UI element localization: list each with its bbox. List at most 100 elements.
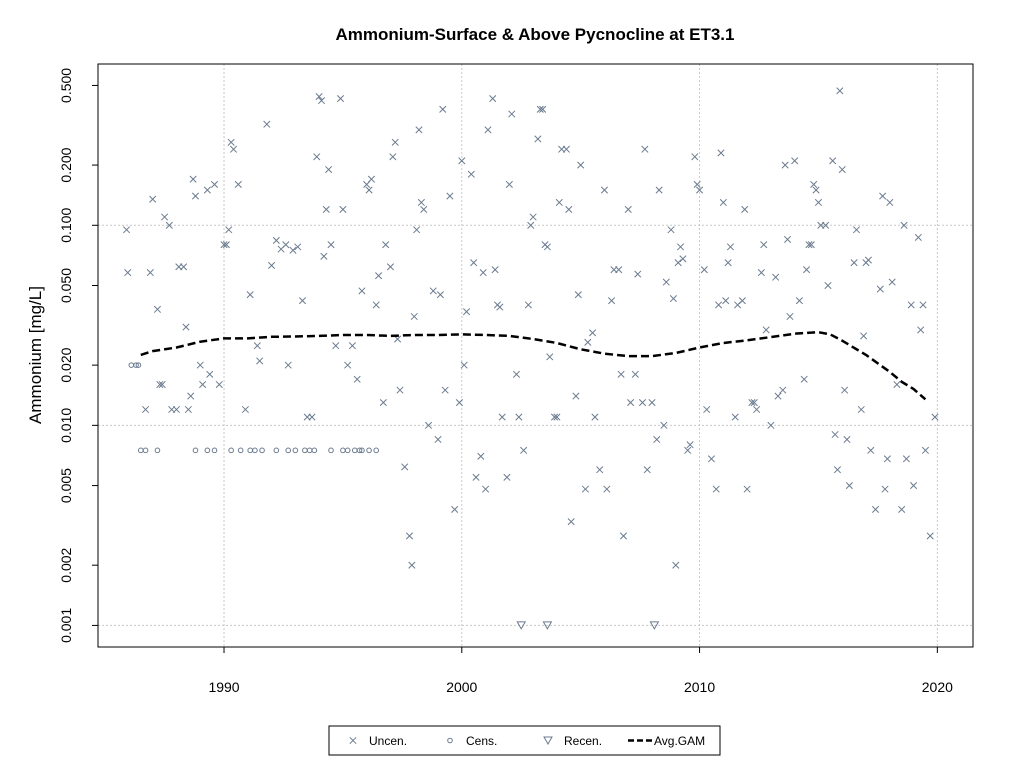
recensored-point xyxy=(649,621,660,630)
uncensored-point xyxy=(719,198,727,207)
uncensored-point xyxy=(648,398,656,407)
uncensored-point xyxy=(153,305,161,313)
uncensored-point xyxy=(883,455,891,463)
marker-stroke xyxy=(124,269,132,277)
uncensored-point xyxy=(199,380,207,389)
uncensored-point xyxy=(857,405,865,414)
uncensored-point xyxy=(919,301,927,309)
uncensored-point xyxy=(505,180,513,189)
marker-stroke xyxy=(386,263,395,271)
uncensored-point xyxy=(674,259,682,267)
marker-stroke xyxy=(910,482,918,490)
marker-stroke xyxy=(783,235,792,243)
marker-stroke xyxy=(926,532,934,540)
uncensored-point xyxy=(382,241,390,249)
uncensored-point xyxy=(795,297,803,305)
marker-stroke xyxy=(807,241,815,249)
uncensored-point xyxy=(577,161,585,169)
marker-stroke xyxy=(289,246,297,254)
marker-stroke xyxy=(893,380,901,389)
marker-stroke xyxy=(634,270,642,278)
y-tick-label: 0.010 xyxy=(58,408,74,443)
uncensored-point xyxy=(881,485,889,493)
marker-stroke xyxy=(722,297,730,305)
uncensored-point xyxy=(470,259,478,267)
marker-stroke xyxy=(451,505,459,513)
marker-stroke xyxy=(800,375,808,383)
censored-point xyxy=(237,447,244,454)
uncensored-point xyxy=(315,93,323,101)
marker-stroke xyxy=(446,192,454,200)
marker-stroke xyxy=(660,421,668,429)
marker-stroke xyxy=(567,518,575,526)
uncensored-point xyxy=(415,126,423,134)
uncensored-point xyxy=(717,149,725,157)
marker-stroke xyxy=(327,241,335,249)
marker-stroke xyxy=(322,205,330,213)
marker-stroke xyxy=(555,198,563,207)
uncensored-point xyxy=(417,198,425,207)
uncensored-point xyxy=(546,353,554,361)
uncensored-point xyxy=(439,105,447,113)
marker-stroke xyxy=(831,430,839,439)
marker-stroke xyxy=(712,485,720,493)
marker-stroke xyxy=(241,405,249,414)
uncensored-point xyxy=(172,405,181,414)
marker-stroke xyxy=(881,485,889,493)
marker-stroke xyxy=(886,198,894,207)
axes: 1990 2000 2010 2020 0.001 0.002 0.005 0.010 0.02… xyxy=(58,63,974,695)
uncensored-point xyxy=(653,435,661,444)
censored-point xyxy=(133,362,139,368)
y-tick-label: 0.500 xyxy=(58,68,74,103)
marker-stroke xyxy=(781,161,789,169)
marker-stroke xyxy=(253,342,261,350)
uncensored-point xyxy=(814,198,823,207)
x-tick-label: 2010 xyxy=(684,679,715,695)
uncensored-point xyxy=(824,281,832,290)
marker-stroke xyxy=(600,186,609,194)
uncensored-point xyxy=(320,252,328,260)
uncensored-point xyxy=(365,186,373,194)
uncensored-point xyxy=(900,221,908,229)
uncensored-point xyxy=(149,195,157,203)
uncensored-point xyxy=(581,485,589,493)
marker-stroke xyxy=(902,455,910,463)
uncensored-point xyxy=(413,226,421,234)
uncensored-point xyxy=(757,269,765,277)
uncensored-point xyxy=(550,413,559,421)
uncensored-point xyxy=(327,241,335,249)
uncensored-point xyxy=(543,243,551,251)
marker-stroke xyxy=(382,241,390,249)
marker-stroke xyxy=(317,97,326,105)
uncensored-point xyxy=(600,186,609,194)
uncensored-point xyxy=(234,180,242,189)
uncensored-point xyxy=(591,413,599,421)
marker-stroke xyxy=(931,413,939,421)
uncensored-point xyxy=(565,205,573,213)
marker-stroke xyxy=(860,332,868,340)
marker-stroke xyxy=(503,473,511,481)
marker-stroke xyxy=(460,361,468,369)
plot-frame xyxy=(97,63,974,648)
uncensored-point xyxy=(520,446,528,454)
marker-stroke xyxy=(505,180,513,189)
uncensored-point xyxy=(158,380,166,389)
censored-point xyxy=(142,447,149,454)
marker-stroke xyxy=(543,243,551,251)
censored-point xyxy=(259,447,265,454)
data-marks xyxy=(122,87,939,630)
uncensored-point xyxy=(627,398,635,407)
marker-stroke xyxy=(581,485,589,493)
uncensored-point xyxy=(833,466,842,474)
marker-stroke xyxy=(496,303,504,311)
marker-stroke xyxy=(467,170,475,178)
marker-stroke xyxy=(172,405,181,414)
legend-box xyxy=(328,725,721,756)
marker-stroke xyxy=(596,466,604,474)
uncensored-point xyxy=(921,446,929,454)
marker-stroke xyxy=(672,561,680,569)
marker-stroke xyxy=(348,342,356,350)
marker-stroke xyxy=(227,138,235,146)
uncensored-point xyxy=(638,398,647,407)
